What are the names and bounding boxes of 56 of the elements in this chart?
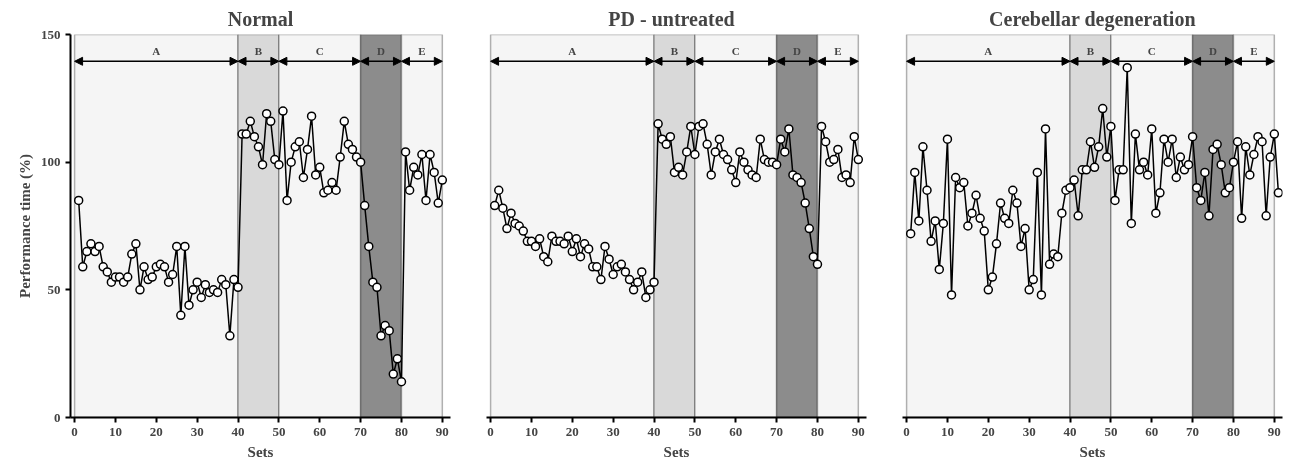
band-label: E — [834, 45, 842, 58]
x-tick-label: 40 — [231, 423, 245, 439]
band-label: E — [1250, 45, 1258, 58]
y-tick-label: 50 — [47, 281, 61, 297]
x-tick-label: 20 — [149, 423, 163, 439]
x-tick-label: 20 — [981, 423, 995, 439]
band-label: D — [793, 45, 802, 58]
band-label: C — [315, 45, 324, 58]
band-label: B — [670, 45, 679, 58]
x-tick-label: 80 — [810, 423, 824, 439]
band-label: E — [418, 45, 426, 58]
x-tick-label: 70 — [354, 423, 368, 439]
x-tick-label: 50 — [688, 423, 702, 439]
band-label: C — [731, 45, 740, 58]
x-tick-label: 0 — [487, 423, 494, 439]
x-tick-label: 70 — [770, 423, 784, 439]
x-tick-label: 90 — [1267, 423, 1281, 439]
x-tick-label: 80 — [1226, 423, 1240, 439]
x-tick-label: 30 — [190, 423, 204, 439]
x-tick-label: 60 — [1145, 423, 1159, 439]
x-tick-label: 50 — [1104, 423, 1118, 439]
x-tick-label: 80 — [394, 423, 408, 439]
x-axis-title: Sets — [1079, 443, 1106, 460]
y-tick-label: 0 — [54, 409, 61, 425]
x-tick-label: 40 — [647, 423, 661, 439]
band-label: B — [254, 45, 263, 58]
x-tick-label: 10 — [108, 423, 122, 439]
x-tick-label: 10 — [940, 423, 954, 439]
x-tick-label: 40 — [1063, 423, 1077, 439]
x-tick-label: 20 — [565, 423, 579, 439]
x-tick-label: 30 — [1022, 423, 1036, 439]
band-label: A — [984, 45, 993, 58]
x-tick-label: 30 — [606, 423, 620, 439]
band-label: A — [568, 45, 577, 58]
y-tick-label: 150 — [41, 26, 61, 42]
x-tick-label: 60 — [729, 423, 743, 439]
band-label: C — [1147, 45, 1156, 58]
x-tick-label: 90 — [435, 423, 449, 439]
x-tick-label: 50 — [272, 423, 286, 439]
x-tick-label: 70 — [1186, 423, 1200, 439]
x-tick-label: 60 — [313, 423, 327, 439]
chart-title: Cerebellar degeneration — [989, 7, 1196, 31]
x-axis-title: Sets — [663, 443, 690, 460]
band-label: A — [152, 45, 161, 58]
y-tick-label: 100 — [41, 154, 61, 170]
y-axis-title: Performance time (%) — [17, 153, 34, 299]
x-tick-label: 90 — [851, 423, 865, 439]
chart-title: Normal — [227, 7, 294, 30]
x-axis-title: Sets — [247, 443, 274, 460]
x-tick-label: 10 — [524, 423, 538, 439]
band-label: D — [377, 45, 386, 58]
chart-title: PD - untreated — [608, 7, 735, 30]
x-tick-label: 0 — [903, 423, 910, 439]
band-label: D — [1209, 45, 1218, 58]
band-label: B — [1086, 45, 1095, 58]
x-tick-label: 0 — [71, 423, 78, 439]
